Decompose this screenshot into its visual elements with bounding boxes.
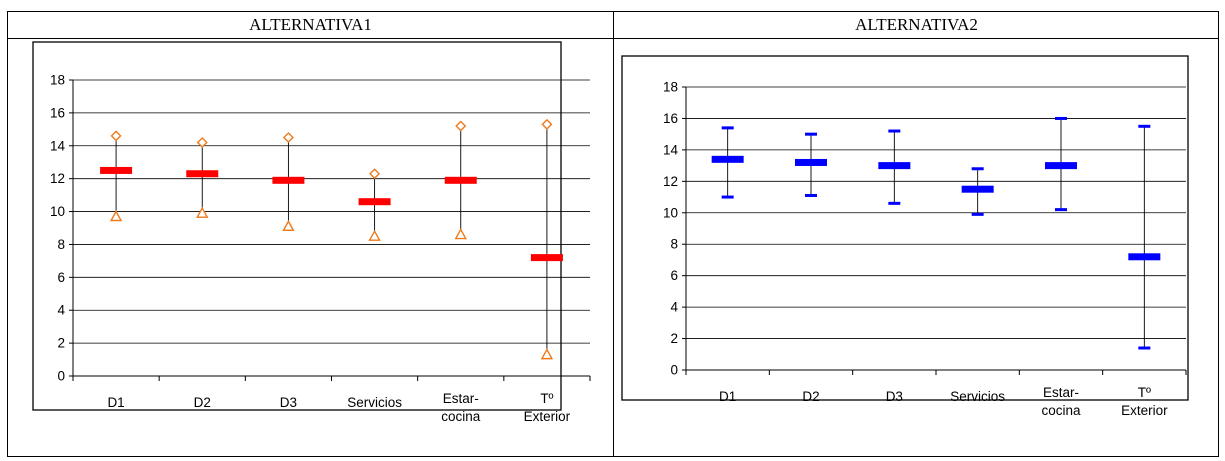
x-tick-label: D3 <box>280 395 297 410</box>
column-divider <box>613 12 614 456</box>
low-marker <box>282 219 295 232</box>
y-tick-label: 2 <box>670 331 678 346</box>
high-marker <box>369 168 381 180</box>
mean-marker <box>795 158 827 166</box>
chart-frame <box>621 55 1189 401</box>
y-tick-label: 12 <box>50 171 65 186</box>
y-tick-label: 2 <box>57 336 65 351</box>
x-tick-label: D3 <box>886 389 903 404</box>
mean-marker <box>186 170 219 178</box>
header-divider <box>8 38 1218 39</box>
mean-marker <box>1045 162 1077 170</box>
x-tick-label: Estar-cocina <box>441 391 481 424</box>
header-alternativa1: ALTERNATIVA1 <box>249 15 372 34</box>
low-marker <box>109 210 123 222</box>
low-marker <box>196 206 209 218</box>
y-tick-label: 14 <box>663 142 679 157</box>
y-tick-label: 0 <box>57 369 65 384</box>
mean-marker <box>530 254 563 262</box>
mean-marker <box>444 176 477 184</box>
high-marker <box>110 130 122 142</box>
y-tick-label: 18 <box>663 80 678 95</box>
high-marker <box>196 136 208 148</box>
x-tick-label: D2 <box>194 395 211 410</box>
x-tick-label: Estar-cocina <box>1041 385 1081 418</box>
y-tick-label: 4 <box>670 300 678 315</box>
y-tick-label: 16 <box>663 111 678 126</box>
y-tick-label: 12 <box>663 174 678 189</box>
y-tick-label: 16 <box>50 105 65 120</box>
x-tick-label: Tº Exterior <box>524 391 571 424</box>
chart-frame <box>32 41 562 411</box>
x-tick-label: Servicios <box>950 389 1005 404</box>
high-marker <box>541 118 553 130</box>
y-tick-label: 10 <box>50 204 65 219</box>
header-alternativa2: ALTERNATIVA2 <box>855 15 978 34</box>
low-marker <box>368 229 381 241</box>
comparison-table: ALTERNATIVA1 ALTERNATIVA2 <box>7 11 1219 457</box>
mean-marker <box>878 162 911 170</box>
high-marker <box>455 120 467 132</box>
y-tick-label: 10 <box>663 205 678 220</box>
mean-marker <box>711 155 744 163</box>
y-tick-label: 8 <box>57 237 65 252</box>
mean-marker <box>272 176 305 184</box>
x-tick-label: Tº Exterior <box>1121 385 1168 418</box>
y-tick-label: 18 <box>50 73 65 88</box>
y-tick-label: 6 <box>670 268 678 283</box>
y-tick-label: 14 <box>50 138 66 153</box>
y-tick-label: 8 <box>670 237 678 252</box>
mean-marker <box>100 166 133 174</box>
y-tick-label: 6 <box>57 270 65 285</box>
y-tick-label: 0 <box>670 363 678 378</box>
low-marker <box>540 348 554 360</box>
x-tick-label: D1 <box>719 389 736 404</box>
low-marker <box>454 228 467 240</box>
x-tick-label: Servicios <box>347 395 402 410</box>
x-tick-label: D1 <box>107 395 124 410</box>
mean-marker <box>358 198 391 206</box>
mean-marker <box>1128 253 1161 261</box>
mean-marker <box>961 185 994 193</box>
x-tick-label: D2 <box>802 389 819 404</box>
y-tick-label: 4 <box>57 303 65 318</box>
high-marker <box>282 132 294 144</box>
